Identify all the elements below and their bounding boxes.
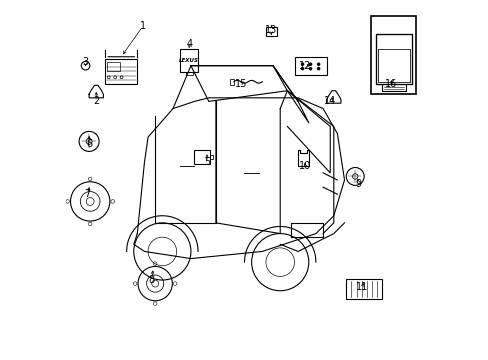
Text: 13: 13 (264, 25, 277, 35)
Circle shape (301, 63, 303, 65)
Circle shape (309, 63, 311, 65)
Text: 10: 10 (299, 161, 311, 171)
Text: 12: 12 (299, 61, 311, 71)
Text: 4: 4 (186, 39, 192, 49)
Text: 6: 6 (86, 139, 92, 149)
Text: 16: 16 (384, 78, 396, 89)
Text: 8: 8 (148, 275, 154, 285)
Text: 2: 2 (93, 96, 99, 107)
Text: 3: 3 (82, 57, 88, 67)
Text: 1: 1 (140, 21, 145, 31)
Text: LEXUS: LEXUS (179, 58, 199, 63)
Circle shape (317, 68, 319, 70)
Text: 14: 14 (324, 96, 336, 107)
Circle shape (301, 68, 303, 70)
Text: 7: 7 (84, 189, 90, 199)
Text: 5: 5 (203, 157, 210, 167)
Circle shape (309, 68, 311, 70)
Text: 15: 15 (234, 78, 246, 89)
Circle shape (317, 63, 319, 65)
Text: 9: 9 (355, 179, 361, 189)
Text: 11: 11 (356, 282, 368, 292)
